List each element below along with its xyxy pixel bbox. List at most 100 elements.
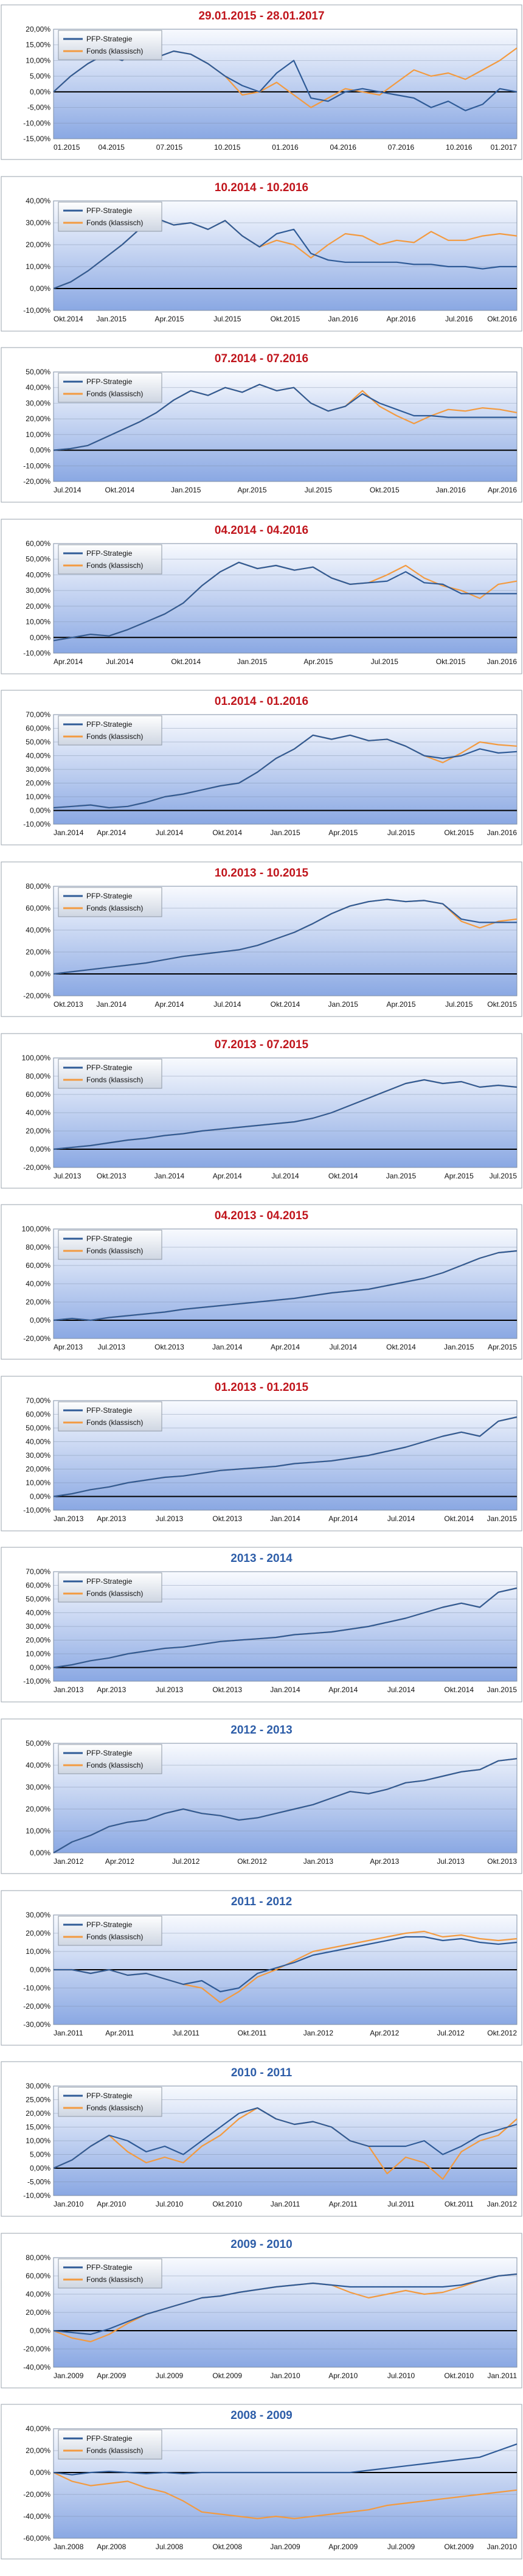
x-tick-label: Apr.2013 — [97, 1685, 126, 1694]
chart-panel: 01.2014 - 01.2016 70,00% 60,00% 50,00% 40,00… — [0, 689, 523, 846]
chart-panel: 2008 - 2009 40,00% 20,00% 0,00% -20,00% -40,0… — [0, 2403, 523, 2560]
series-line — [53, 1587, 518, 1668]
chart-title: 29.01.2015 - 28.01.2017 — [198, 10, 324, 23]
y-tick-label: 30,00% — [26, 1622, 50, 1631]
x-tick-label: Jul.2011 — [172, 2029, 199, 2037]
y-tick-label: 70,00% — [26, 1567, 50, 1576]
chart-panel: 10.2013 - 10.2015 80,00% 60,00% 40,00% 20,00… — [0, 861, 523, 1018]
legend-box — [58, 1572, 162, 1603]
legend: PFP-Strategie Fonds (klassisch) — [58, 544, 162, 575]
legend-label: PFP-Strategie — [86, 720, 133, 729]
x-tick-label: Apr.2015 — [154, 315, 184, 323]
x-tick-label: 10.2016 — [446, 143, 473, 152]
chart-title: 01.2013 - 01.2015 — [215, 1381, 309, 1394]
x-tick-label: Okt.2009 — [212, 2371, 242, 2380]
y-tick-label: 60,00% — [26, 2272, 50, 2280]
y-tick-label: 30,00% — [26, 586, 50, 595]
x-tick-label: Jul.2015 — [213, 315, 241, 323]
chart-title: 10.2013 - 10.2015 — [215, 867, 309, 880]
x-tick-label: Jan.2012 — [303, 2029, 334, 2037]
legend: PFP-Strategie Fonds (klassisch) — [58, 1401, 162, 1432]
y-tick-label: 15,00% — [26, 41, 50, 49]
x-tick-label: Jan.2011 — [488, 2371, 518, 2380]
y-tick-label: -20,00% — [23, 1163, 50, 1172]
x-tick-label: Apr.2010 — [328, 2371, 358, 2380]
x-tick-label: Jan.2015 — [328, 1000, 359, 1009]
legend-label: PFP-Strategie — [86, 377, 133, 386]
y-tick-label: -10,00% — [23, 820, 50, 828]
chart-title: 04.2014 - 04.2016 — [215, 524, 308, 537]
y-tick-label: 20,00% — [26, 240, 50, 249]
x-tick-label: Jul.2013 — [54, 1172, 81, 1180]
series-line — [53, 1250, 518, 1321]
legend: PFP-Strategie Fonds (klassisch) — [58, 1572, 162, 1603]
y-tick-label: -10,00% — [23, 1677, 50, 1685]
x-tick-label: Apr.2011 — [105, 2029, 134, 2037]
y-tick-label: 50,00% — [26, 1739, 50, 1748]
y-tick-label: 100,00% — [22, 1225, 51, 1233]
series-line — [53, 1758, 518, 1853]
y-tick-label: 0,00% — [30, 807, 50, 815]
chart-title: 01.2014 - 01.2016 — [215, 695, 308, 708]
y-tick-label: 0,00% — [30, 1492, 50, 1500]
x-tick-label: Apr.2012 — [105, 1857, 134, 1866]
chart-svg: 29.01.2015 - 28.01.2017 20,00% 15,00% 10,00… — [1, 4, 522, 160]
x-tick-label: Jan.2015 — [487, 1514, 518, 1523]
y-tick-label: 20,00% — [26, 1298, 50, 1306]
y-tick-label: -30,00% — [23, 2020, 50, 2029]
y-tick-label: 80,00% — [26, 1243, 50, 1251]
x-tick-label: Jul.2013 — [437, 1857, 465, 1866]
chart-svg: 07.2014 - 07.2016 50,00% 40,00% 30,00% 20,00… — [1, 347, 522, 503]
x-tick-label: Jan.2013 — [54, 1685, 84, 1694]
x-tick-label: Jul.2015 — [387, 828, 415, 837]
x-tick-label: Okt.2012 — [487, 2029, 517, 2037]
y-tick-label: 20,00% — [26, 602, 50, 611]
y-tick-label: 0,00% — [30, 2164, 50, 2172]
y-tick-label: 10,00% — [26, 617, 50, 626]
x-tick-label: Apr.2015 — [303, 657, 333, 666]
y-tick-label: -10,00% — [23, 306, 50, 315]
legend: PFP-Strategie Fonds (klassisch) — [58, 373, 162, 403]
y-tick-label: -10,00% — [23, 1506, 50, 1514]
x-tick-label: Jul.2015 — [490, 1172, 518, 1180]
x-tick-label: Jul.2014 — [106, 657, 134, 666]
legend-label: PFP-Strategie — [86, 549, 133, 558]
x-tick-label: Jan.2016 — [487, 828, 518, 837]
x-tick-label: Apr.2015 — [386, 1000, 415, 1009]
x-tick-label: Jan.2014 — [212, 1343, 243, 1351]
x-tick-label: Jan.2012 — [487, 2200, 518, 2208]
chart-svg: 2011 - 2012 30,00% 20,00% 10,00% 0,00% -10,00… — [1, 1890, 522, 2046]
y-tick-label: -15,00% — [23, 135, 50, 143]
y-tick-label: 20,00% — [26, 2109, 50, 2118]
x-tick-label: Okt.2010 — [444, 2371, 474, 2380]
x-tick-label: Jan.2015 — [444, 1343, 474, 1351]
y-tick-label: -5,00% — [27, 2178, 50, 2186]
chart-panel: 07.2014 - 07.2016 50,00% 40,00% 30,00% 20,00… — [0, 346, 523, 503]
y-tick-label: 80,00% — [26, 2253, 50, 2262]
x-tick-label: Okt.2015 — [436, 657, 466, 666]
legend-box — [58, 1916, 162, 1946]
x-tick-label: Jan.2010 — [270, 2371, 300, 2380]
chart-title: 04.2013 - 04.2015 — [215, 1209, 309, 1222]
y-tick-label: 10,00% — [26, 1827, 50, 1835]
x-tick-label: Jul.2014 — [54, 486, 81, 494]
legend-label: PFP-Strategie — [86, 1577, 133, 1586]
y-tick-label: 30,00% — [26, 399, 50, 408]
y-tick-label: 60,00% — [26, 1410, 50, 1418]
legend-label: PFP-Strategie — [86, 206, 133, 215]
y-tick-label: 60,00% — [26, 1261, 50, 1270]
series-line — [53, 2107, 518, 2169]
x-tick-label: Jul.2013 — [156, 1514, 184, 1523]
legend-label: PFP-Strategie — [86, 1406, 133, 1415]
y-tick-label: 5,00% — [30, 2151, 50, 2159]
legend-label: Fonds (klassisch) — [86, 1589, 143, 1598]
x-tick-label: Okt.2013 — [212, 1514, 242, 1523]
legend-label: Fonds (klassisch) — [86, 1247, 143, 1255]
y-tick-label: 20,00% — [26, 1636, 50, 1645]
x-tick-label: Jan.2014 — [97, 1000, 127, 1009]
y-tick-label: 40,00% — [26, 197, 50, 205]
y-tick-label: -20,00% — [23, 992, 50, 1000]
chart-panel: 29.01.2015 - 28.01.2017 20,00% 15,00% 10,00… — [0, 4, 523, 161]
y-tick-label: 30,00% — [26, 1451, 50, 1460]
series-line — [53, 2273, 518, 2335]
